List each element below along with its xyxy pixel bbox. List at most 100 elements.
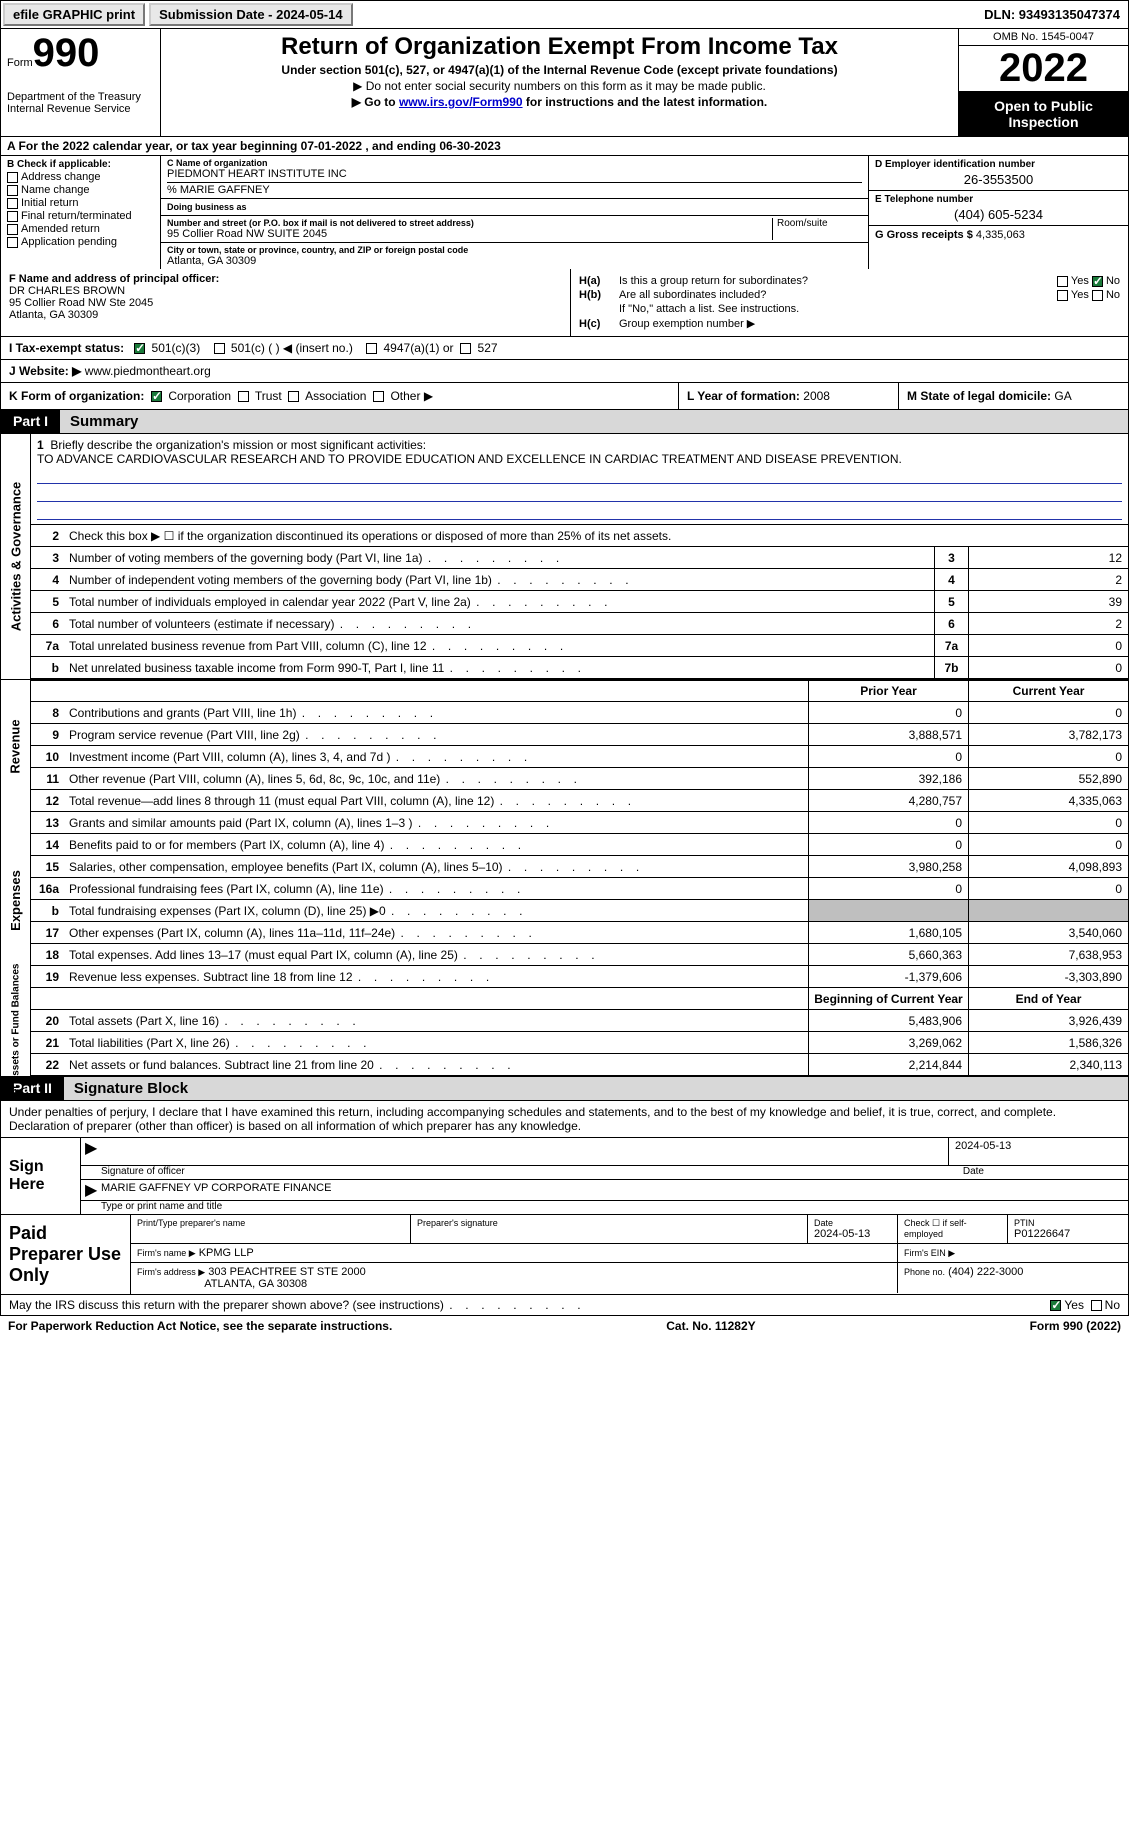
prep-date-value: 2024-05-13 [814, 1228, 891, 1240]
chk-address-change[interactable]: Address change [7, 171, 154, 183]
officer-name: DR CHARLES BROWN [9, 285, 125, 297]
year-box: OMB No. 1545-0047 2022 Open to Public In… [958, 29, 1128, 136]
firm-addr2: ATLANTA, GA 30308 [204, 1278, 307, 1290]
row-i-tax-status: I Tax-exempt status: 501(c)(3) 501(c) ( … [0, 337, 1129, 360]
revenue-section: Revenue Prior Year Current Year 8Contrib… [0, 680, 1129, 812]
open-inspection: Open to Public Inspection [959, 92, 1128, 136]
summary-line: 3Number of voting members of the governi… [31, 547, 1128, 569]
summary-line: bNet unrelated business taxable income f… [31, 657, 1128, 679]
row-a-tax-year: A For the 2022 calendar year, or tax yea… [0, 137, 1129, 156]
irs-link[interactable]: www.irs.gov/Form990 [399, 95, 523, 109]
officer-addr1: 95 Collier Road NW Ste 2045 [9, 297, 153, 309]
sign-here-label: Sign Here [1, 1138, 81, 1214]
row-klm: K Form of organization: Corporation Trus… [0, 383, 1129, 410]
mission-line-2 [37, 486, 1122, 502]
summary-line: 16aProfessional fundraising fees (Part I… [31, 878, 1128, 900]
firm-phone-label: Phone no. [904, 1267, 945, 1277]
ein-label: D Employer identification number [875, 159, 1122, 170]
omb-number: OMB No. 1545-0047 [959, 29, 1128, 46]
summary-line: 22Net assets or fund balances. Subtract … [31, 1054, 1128, 1076]
expenses-section: Expenses 13Grants and similar amounts pa… [0, 812, 1129, 988]
city-label: City or town, state or province, country… [167, 245, 862, 255]
sub3-pre: ▶ Go to [352, 95, 399, 109]
sign-here-block: Sign Here ▶ 2024-05-13 Signature of offi… [0, 1138, 1129, 1215]
summary-line: 6Total number of volunteers (estimate if… [31, 613, 1128, 635]
irs-discuss-row: May the IRS discuss this return with the… [0, 1295, 1129, 1316]
summary-line: 19Revenue less expenses. Subtract line 1… [31, 966, 1128, 988]
form-word: Form [7, 57, 33, 69]
firm-name-label: Firm's name ▶ [137, 1248, 196, 1258]
submission-date-button[interactable]: Submission Date - 2024-05-14 [149, 3, 353, 26]
officer-typed-name: MARIE GAFFNEY VP CORPORATE FINANCE [97, 1180, 1128, 1200]
chk-application-pending[interactable]: Application pending [7, 236, 154, 248]
hc-text: Group exemption number ▶ [619, 317, 1120, 330]
street-label: Number and street (or P.O. box if mail i… [167, 218, 772, 228]
chk-527[interactable] [460, 343, 471, 354]
hdr-end-year: End of Year [968, 988, 1128, 1009]
chk-initial-return[interactable]: Initial return [7, 197, 154, 209]
chk-name-change[interactable]: Name change [7, 184, 154, 196]
mission-line-1 [37, 468, 1122, 484]
phone-label: E Telephone number [875, 194, 1122, 205]
hc-label: H(c) [579, 318, 619, 330]
irs-discuss-q: May the IRS discuss this return with the… [9, 1298, 583, 1312]
form-title: Return of Organization Exempt From Incom… [169, 33, 950, 61]
col-c-org-info: C Name of organization PIEDMONT HEART IN… [161, 156, 868, 269]
org-careof: % MARIE GAFFNEY [167, 182, 862, 196]
hdr-prior-year: Prior Year [808, 681, 968, 701]
officer-addr2: Atlanta, GA 30309 [9, 309, 98, 321]
row-m-state: M State of legal domicile: GA [898, 383, 1128, 409]
row-j-website: J Website: ▶ www.piedmontheart.org [0, 360, 1129, 383]
chk-amended-return[interactable]: Amended return [7, 223, 154, 235]
summary-line: 4Number of independent voting members of… [31, 569, 1128, 591]
chk-trust[interactable] [238, 391, 249, 402]
summary-line: 11Other revenue (Part VIII, column (A), … [31, 768, 1128, 790]
chk-final-return[interactable]: Final return/terminated [7, 210, 154, 222]
summary-line: 21Total liabilities (Part X, line 26)3,2… [31, 1032, 1128, 1054]
side-expenses: Expenses [1, 812, 31, 988]
firm-ein-label: Firm's EIN ▶ [904, 1248, 955, 1258]
summary-line: 5Total number of individuals employed in… [31, 591, 1128, 613]
side-net-assets: Net Assets or Fund Balances [1, 988, 31, 1076]
website-label: J Website: ▶ [9, 364, 81, 378]
ha-yesno: Yes No [1057, 275, 1120, 287]
mission-block: 1 Briefly describe the organization's mi… [31, 434, 1128, 525]
summary-line: 13Grants and similar amounts paid (Part … [31, 812, 1128, 834]
room-suite-label: Room/suite [772, 218, 862, 240]
street-value: 95 Collier Road NW SUITE 2045 [167, 228, 772, 240]
title-box: Return of Organization Exempt From Incom… [161, 29, 958, 136]
dba-label: Doing business as [167, 202, 247, 212]
dln-label: DLN: 93493135047374 [984, 7, 1128, 22]
chk-4947[interactable] [366, 343, 377, 354]
ein-value: 26-3553500 [875, 170, 1122, 187]
signature-field[interactable] [97, 1138, 948, 1165]
chk-501c[interactable] [214, 343, 225, 354]
org-name: PIEDMONT HEART INSTITUTE INC [167, 168, 862, 180]
part-1-label: Part I [1, 410, 60, 433]
city-value: Atlanta, GA 30309 [167, 255, 862, 267]
website-value: www.piedmontheart.org [85, 364, 211, 378]
col-d-ein: D Employer identification number 26-3553… [868, 156, 1128, 269]
mission-line-3 [37, 504, 1122, 520]
phone-value: (404) 605-5234 [875, 205, 1122, 222]
row-l-year: L Year of formation: 2008 [678, 383, 898, 409]
form-org-label: K Form of organization: [9, 389, 144, 403]
hb-yesno: Yes No [1057, 289, 1120, 301]
side-activities-governance: Activities & Governance [1, 434, 31, 679]
chk-other[interactable] [373, 391, 384, 402]
chk-corporation[interactable] [151, 391, 162, 402]
mission-num: 1 [37, 438, 44, 452]
efile-print-button[interactable]: efile GRAPHIC print [3, 3, 145, 26]
footer-pra: For Paperwork Reduction Act Notice, see … [8, 1319, 392, 1333]
chk-association[interactable] [288, 391, 299, 402]
tax-year: 2022 [959, 46, 1128, 92]
prep-ptin-label: PTIN [1014, 1218, 1122, 1228]
footer-form: Form 990 (2022) [1030, 1319, 1121, 1333]
tax-status-label: I Tax-exempt status: [9, 341, 124, 355]
mission-text: TO ADVANCE CARDIOVASCULAR RESEARCH AND T… [37, 452, 902, 466]
form-header: Form990 Department of the Treasury Inter… [0, 29, 1129, 137]
irs-discuss-yn: Yes No [1050, 1298, 1120, 1312]
gross-label: G Gross receipts $ [875, 229, 973, 241]
signature-date: 2024-05-13 [948, 1138, 1128, 1165]
chk-501c3[interactable] [134, 343, 145, 354]
